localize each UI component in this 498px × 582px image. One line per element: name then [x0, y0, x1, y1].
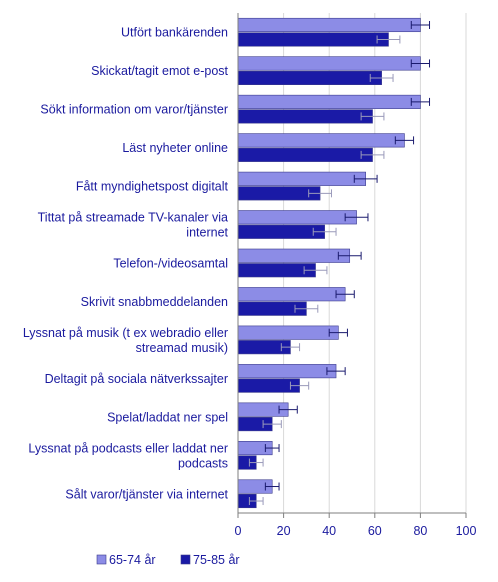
category-label: Tittat på streamade TV-kanaler via	[38, 211, 228, 225]
bar-65-74	[237, 210, 357, 225]
bar-65-74	[237, 56, 421, 71]
category-label: Lyssnat på podcasts eller laddat ner	[28, 441, 228, 455]
category-label: Sökt information om varor/tjänster	[40, 103, 228, 117]
category-label: Telefon-/videosamtal	[113, 257, 228, 271]
x-tick-label: 20	[277, 524, 291, 538]
legend-swatch-75-85	[180, 554, 191, 565]
x-axis: 0 20 40 60 80 100	[235, 13, 477, 538]
category-label: Deltagit på sociala nätverkssajter	[45, 372, 228, 386]
bar-75-85	[237, 32, 389, 47]
bar-75-85	[237, 147, 373, 162]
legend: 65-74 år 75-85 år	[96, 553, 240, 567]
category-label: Fått myndighetspost digitalt	[76, 180, 229, 194]
bar-65-74	[237, 248, 351, 263]
category-label: Spelat/laddat ner spel	[107, 410, 228, 424]
bar-65-74	[237, 171, 366, 186]
bar-65-74	[237, 133, 405, 148]
bar-65-74	[237, 287, 346, 302]
legend-label-75-85: 75-85 år	[193, 553, 240, 567]
category-label: Lyssnat på musik (t ex webradio eller	[23, 326, 228, 340]
bar-75-85	[237, 186, 321, 201]
x-tick-label: 40	[322, 524, 336, 538]
bars	[237, 17, 421, 509]
bar-65-74	[237, 17, 421, 33]
bar-75-85	[237, 224, 325, 239]
bar-75-85	[237, 109, 373, 124]
x-tick-label: 80	[413, 524, 427, 538]
grid-lines	[283, 13, 467, 513]
category-label: Skrivit snabbmeddelanden	[81, 295, 228, 309]
error-bars	[248, 20, 431, 506]
category-label: streamad musik)	[136, 341, 228, 355]
x-tick-label: 100	[456, 524, 477, 538]
category-label: internet	[186, 226, 228, 240]
bar-65-74	[237, 325, 339, 340]
x-tick-label: 60	[368, 524, 382, 538]
bar-65-74	[237, 364, 337, 379]
category-label: Utfört bankärenden	[121, 26, 228, 40]
category-label: Skickat/tagit emot e-post	[91, 64, 228, 78]
category-labels: Utfört bankärenden Skickat/tagit emot e-p…	[23, 26, 229, 502]
bar-75-85	[237, 70, 382, 85]
bar-65-74	[237, 94, 421, 109]
category-label: podcasts	[178, 456, 228, 470]
category-label: Läst nyheter online	[122, 141, 228, 155]
category-label: Sålt varor/tjänster via internet	[65, 487, 228, 501]
legend-swatch-65-74	[96, 554, 107, 565]
x-tick-label: 0	[235, 524, 242, 538]
legend-label-65-74: 65-74 år	[109, 553, 156, 567]
